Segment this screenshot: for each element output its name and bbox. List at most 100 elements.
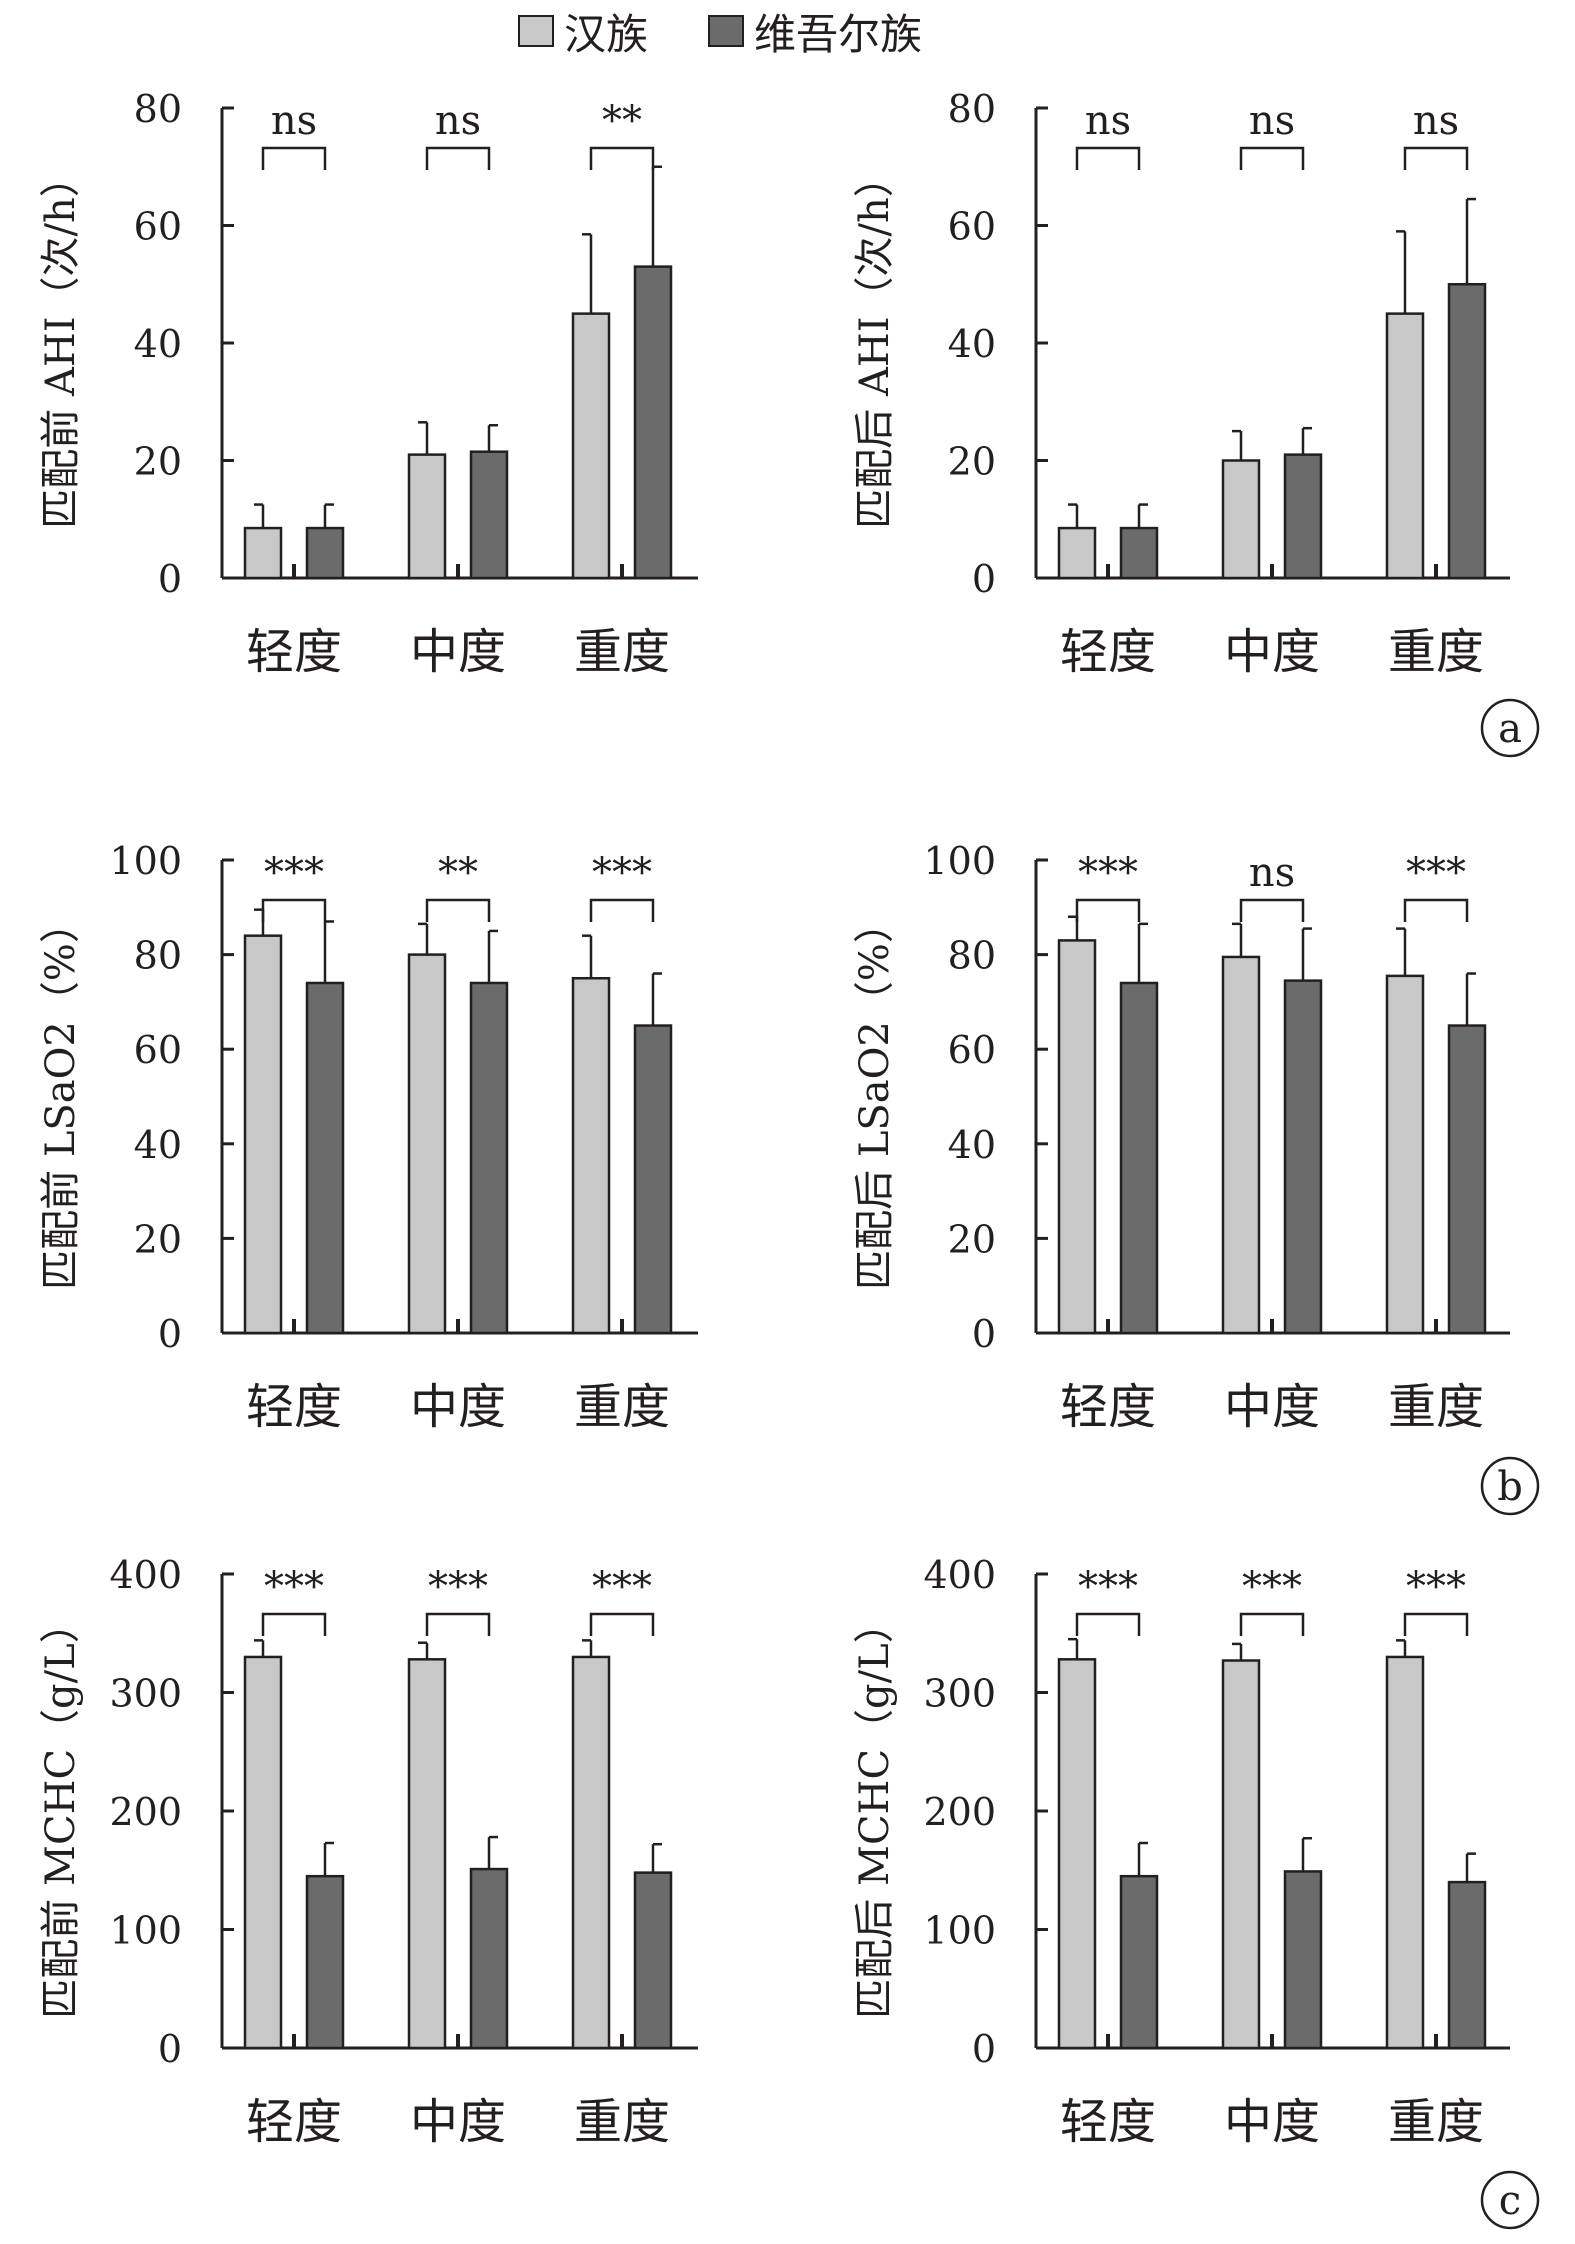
y-tick-label: 0 [972, 1312, 996, 1356]
legend-label-uyghur: 维吾尔族 [754, 9, 923, 59]
legend-label-han: 汉族 [564, 9, 649, 59]
bar-han [1385, 312, 1425, 580]
significance-bracket [1075, 898, 1141, 922]
panel-label-circle [1480, 2170, 1540, 2230]
significance-label: ** [438, 850, 478, 896]
y-tick-label: 0 [158, 1312, 182, 1356]
y-axis-title: 匹配前 AHI（次/h） [38, 157, 84, 529]
significance-bracket [1403, 1612, 1469, 1636]
x-tick-label: 轻度 [246, 624, 342, 680]
y-tick-label: 40 [134, 322, 182, 366]
bar-han [571, 1655, 611, 2050]
x-tick-label: 轻度 [246, 1379, 342, 1435]
bar-han [243, 934, 283, 1335]
x-tick-label: 轻度 [1060, 624, 1156, 680]
significance-bracket [1075, 146, 1141, 170]
significance-label: *** [264, 850, 324, 896]
significance-label: ns [1413, 98, 1459, 144]
significance-bracket [589, 1612, 655, 1636]
bar-han [243, 526, 283, 580]
panel-label: a [1498, 706, 1522, 752]
x-tick-label: 中度 [410, 2094, 506, 2150]
bar-han [407, 453, 447, 580]
bar-han [407, 1658, 447, 2050]
y-tick-label: 40 [134, 1123, 182, 1167]
y-tick-label: 0 [158, 2027, 182, 2071]
x-tick-label: 重度 [1388, 1379, 1484, 1435]
x-tick-label: 中度 [410, 1379, 506, 1435]
x-tick-label: 重度 [574, 2094, 670, 2150]
y-axis-title: 匹配前 LSaO2（%） [38, 903, 84, 1290]
panel-label: c [1499, 2178, 1521, 2224]
y-tick-label: 400 [109, 1553, 182, 1597]
bar-han [1385, 974, 1425, 1335]
y-tick-label: 200 [923, 1790, 996, 1834]
bar-uyghur [1447, 283, 1487, 580]
bar-uyghur [1447, 1880, 1487, 2050]
significance-label: ns [1085, 98, 1131, 144]
significance-label: *** [1406, 850, 1466, 896]
y-axis-title: 匹配后 LSaO2（%） [852, 903, 898, 1290]
x-tick-label: 轻度 [1060, 2094, 1156, 2150]
y-axis-title: 匹配后 AHI（次/h） [852, 157, 898, 529]
bar-uyghur [469, 1867, 509, 2050]
significance-label: *** [428, 1564, 488, 1610]
significance-bracket [425, 146, 491, 170]
significance-label: *** [1406, 1564, 1466, 1610]
bar-uyghur [1283, 979, 1323, 1335]
panel-label: b [1497, 1464, 1523, 1510]
y-tick-label: 0 [158, 557, 182, 601]
y-tick-label: 80 [134, 87, 182, 131]
significance-bracket [1239, 146, 1305, 170]
bar-han [1221, 1659, 1261, 2050]
x-tick-label: 轻度 [1060, 1379, 1156, 1435]
y-tick-label: 80 [948, 934, 996, 978]
y-tick-label: 80 [948, 87, 996, 131]
y-tick-label: 20 [134, 440, 182, 484]
significance-bracket [425, 898, 491, 922]
x-tick-label: 轻度 [246, 2094, 342, 2150]
x-tick-label: 重度 [1388, 624, 1484, 680]
bar-han [1057, 1658, 1097, 2050]
bar-uyghur [305, 526, 345, 580]
bar-han [1385, 1655, 1425, 2050]
x-tick-label: 中度 [1224, 1379, 1320, 1435]
x-tick-label: 重度 [574, 1379, 670, 1435]
significance-bracket [589, 146, 655, 170]
y-tick-label: 400 [923, 1553, 996, 1597]
legend-swatch-han [518, 15, 554, 47]
bar-uyghur [633, 1024, 673, 1335]
bar-uyghur [1447, 1024, 1487, 1335]
panel-label-circle [1480, 698, 1540, 758]
significance-bracket [1403, 146, 1469, 170]
y-tick-label: 20 [948, 440, 996, 484]
y-axis-title: 匹配后 MCHC（g/L） [852, 1603, 898, 2018]
significance-label: ns [271, 98, 317, 144]
panel-label-circle [1480, 1456, 1540, 1516]
x-tick-label: 重度 [1388, 2094, 1484, 2150]
bar-han [571, 977, 611, 1335]
y-tick-label: 40 [948, 322, 996, 366]
significance-bracket [261, 146, 327, 170]
bar-uyghur [1283, 1870, 1323, 2050]
bar-uyghur [305, 1874, 345, 2050]
significance-label: *** [592, 850, 652, 896]
y-tick-label: 20 [134, 1217, 182, 1261]
legend-item-uyghur: 维吾尔族 [708, 1, 922, 62]
bar-han [1057, 526, 1097, 580]
bar-uyghur [633, 265, 673, 580]
y-tick-label: 100 [923, 1909, 996, 1953]
y-tick-label: 60 [948, 205, 996, 249]
bar-uyghur [1119, 1874, 1159, 2050]
y-tick-label: 300 [109, 1672, 182, 1716]
bar-uyghur [1119, 981, 1159, 1335]
y-tick-label: 80 [134, 934, 182, 978]
significance-bracket [1403, 898, 1469, 922]
legend: 汉族 维吾尔族 [518, 2, 982, 60]
significance-bracket [589, 898, 655, 922]
significance-label: ns [435, 98, 481, 144]
x-tick-label: 中度 [1224, 624, 1320, 680]
legend-swatch-uyghur [708, 15, 745, 47]
y-axis-title: 匹配前 MCHC（g/L） [38, 1603, 84, 2018]
